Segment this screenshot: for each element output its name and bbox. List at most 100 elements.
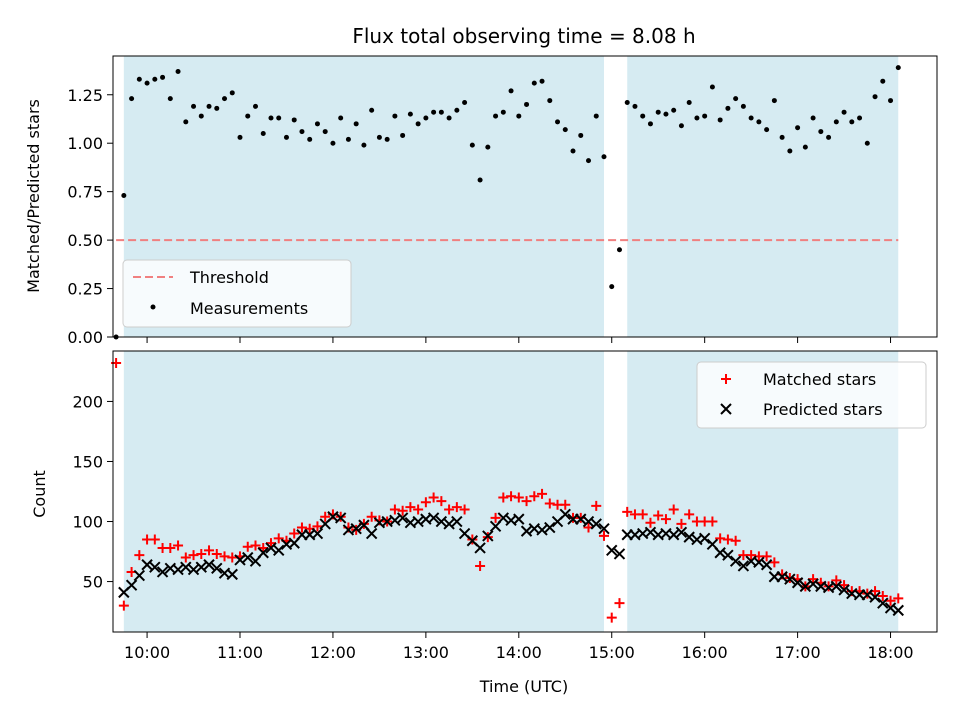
data-point [252, 103, 258, 109]
data-point [520, 525, 533, 537]
data-point [485, 144, 491, 150]
data-point [389, 504, 400, 515]
data-point [877, 597, 889, 609]
data-point [864, 140, 870, 146]
data-point [506, 491, 517, 502]
bottom-legend: Matched stars Predicted stars [696, 361, 927, 429]
data-point [165, 542, 176, 553]
data-point [799, 580, 812, 593]
data-point [776, 571, 788, 583]
data-point [214, 105, 220, 111]
bottom-legend-box [696, 361, 927, 429]
data-point [632, 103, 638, 109]
data-point [134, 550, 145, 561]
data-point [141, 559, 153, 571]
data-point [606, 544, 618, 557]
data-point [366, 511, 377, 522]
data-point [746, 550, 757, 561]
data-point [167, 96, 173, 102]
x-tick-label: 18:00 [867, 643, 913, 662]
data-point [756, 119, 762, 125]
data-point [753, 556, 765, 569]
data-point [893, 593, 904, 604]
data-point [149, 561, 161, 573]
data-point [725, 105, 731, 111]
data-point [125, 579, 138, 591]
legend-matched-marker [721, 374, 731, 384]
data-point [219, 551, 230, 562]
data-point [258, 542, 269, 553]
data-point [872, 94, 878, 100]
data-point [524, 101, 530, 107]
data-point [454, 107, 460, 113]
data-point [427, 512, 440, 524]
data-point [640, 113, 646, 119]
data-point [392, 113, 398, 119]
data-point [644, 526, 657, 539]
data-point [396, 512, 409, 524]
x-tick-label: 13:00 [403, 643, 449, 662]
data-point [826, 134, 832, 140]
data-point [493, 113, 499, 119]
data-point [469, 142, 475, 148]
bottom-shaded-interval [123, 351, 604, 632]
data-point [436, 496, 447, 507]
data-point [729, 555, 742, 567]
data-point [477, 177, 483, 183]
x-axis-label: Time (UTC) [479, 677, 568, 696]
data-point [334, 512, 347, 524]
x-tick-label: 15:00 [589, 643, 635, 662]
data-point [624, 100, 630, 106]
x-tick-label: 11:00 [217, 643, 263, 662]
data-point [513, 513, 525, 525]
data-point [227, 552, 238, 563]
data-point [173, 540, 184, 551]
data-point [420, 497, 431, 508]
data-point [435, 515, 448, 528]
data-point [764, 127, 770, 133]
x-tick-label: 14:00 [496, 643, 542, 662]
data-point [885, 595, 896, 606]
data-point [474, 542, 486, 554]
data-point [423, 115, 429, 121]
data-point [709, 84, 715, 90]
data-point [884, 602, 897, 614]
data-point [888, 98, 894, 104]
legend-measurements-label: Measurements [190, 299, 308, 318]
data-point [622, 506, 633, 517]
data-point [497, 512, 510, 524]
data-point [206, 103, 212, 109]
x-tick-label: 12:00 [310, 643, 356, 662]
data-point [544, 521, 556, 534]
data-point [438, 109, 444, 115]
data-point [614, 598, 625, 609]
legend-matched-swatch [721, 374, 731, 384]
data-point [586, 158, 592, 164]
top-series-measurements [113, 65, 901, 340]
data-point [265, 538, 276, 549]
data-point [183, 119, 189, 125]
data-point [369, 107, 375, 113]
data-point [443, 518, 455, 530]
data-point [818, 129, 824, 135]
bottom-series-matched-stars [111, 358, 904, 623]
data-point [500, 109, 506, 115]
data-point [730, 535, 741, 546]
bottom-y-tick-label: 100 [72, 513, 103, 532]
top-y-tick-label: 1.00 [67, 134, 103, 153]
data-point [211, 548, 222, 559]
data-point [536, 524, 548, 536]
data-point [647, 121, 653, 127]
data-point [412, 515, 424, 528]
data-point [841, 109, 847, 115]
data-point [686, 100, 692, 106]
data-point [839, 580, 850, 591]
data-point [857, 115, 863, 121]
data-point [462, 100, 468, 106]
legend-predicted-swatch [720, 403, 732, 415]
data-point [307, 136, 313, 142]
data-point [175, 69, 181, 75]
data-point [498, 492, 509, 503]
data-point [808, 574, 819, 585]
data-point [684, 509, 695, 520]
